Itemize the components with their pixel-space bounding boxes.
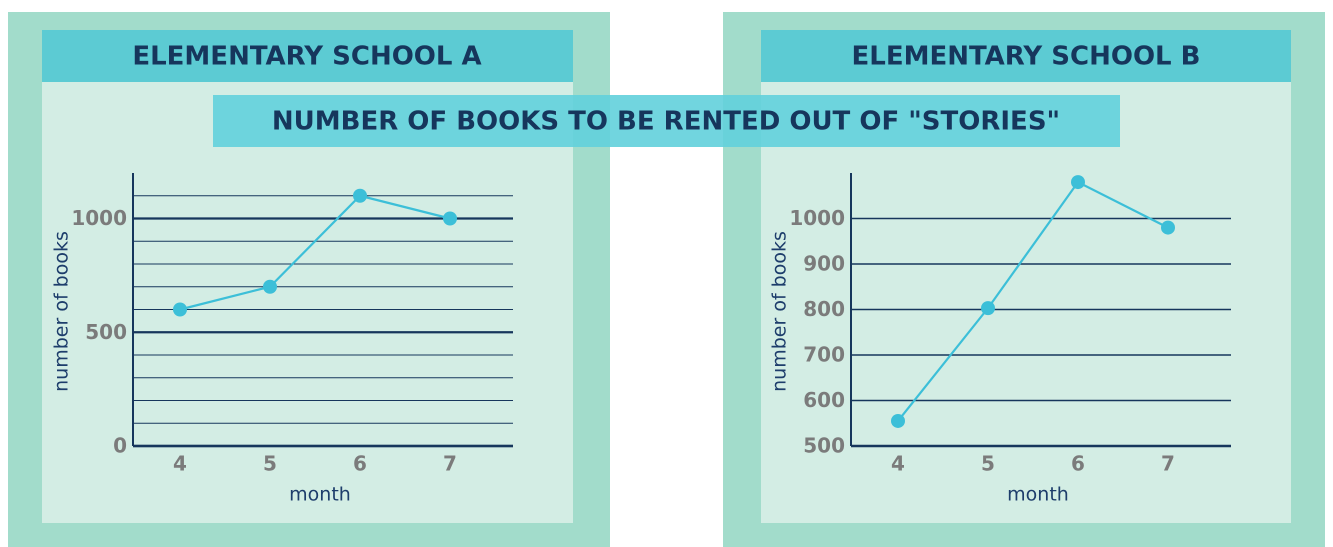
data-point [443, 211, 457, 226]
x-tick-label: 5 [263, 452, 277, 476]
header-a [42, 30, 573, 82]
y-tick-label: 500 [803, 434, 845, 458]
y-tick-label: 500 [85, 320, 127, 344]
series-line [897, 180, 1169, 422]
y-tick-label: 600 [803, 388, 845, 412]
data-point [1161, 220, 1175, 235]
x-tick-label: 6 [1071, 452, 1085, 476]
y-tick-label: 900 [803, 252, 845, 276]
data-point [263, 279, 277, 294]
x-tick-label: 7 [443, 452, 457, 476]
data-point [981, 301, 995, 316]
x-tick-label: 4 [891, 452, 905, 476]
page-title: NUMBER OF BOOKS TO BE RENTED OUT OF "STO… [272, 107, 1060, 137]
x-tick-label: 5 [981, 452, 995, 476]
data-point [891, 413, 905, 428]
y-axis-label: number of books [769, 231, 791, 392]
x-tick-label: 7 [1161, 452, 1175, 476]
chart-title: ELEMENTARY SCHOOL B [851, 42, 1200, 72]
data-point [1071, 175, 1085, 190]
x-axis-label: month [1007, 484, 1069, 506]
data-point [353, 188, 367, 203]
banner [213, 95, 1120, 147]
x-tick-label: 6 [353, 452, 367, 476]
x-axis-label: month [289, 484, 351, 506]
series-line [179, 194, 451, 311]
y-tick-label: 800 [803, 297, 845, 321]
y-axis-label: number of books [51, 231, 73, 392]
chart-title: ELEMENTARY SCHOOL A [132, 42, 481, 72]
data-point [173, 302, 187, 317]
y-tick-label: 1000 [71, 206, 127, 230]
x-tick-label: 4 [173, 452, 187, 476]
plots: 0 500 1000 4 5 6 7 month number of books 500 600 70… [51, 173, 1231, 506]
y-tick-label: 0 [113, 434, 127, 458]
y-tick-label: 1000 [789, 206, 845, 230]
header-b [761, 30, 1291, 82]
y-tick-label: 700 [803, 343, 845, 367]
